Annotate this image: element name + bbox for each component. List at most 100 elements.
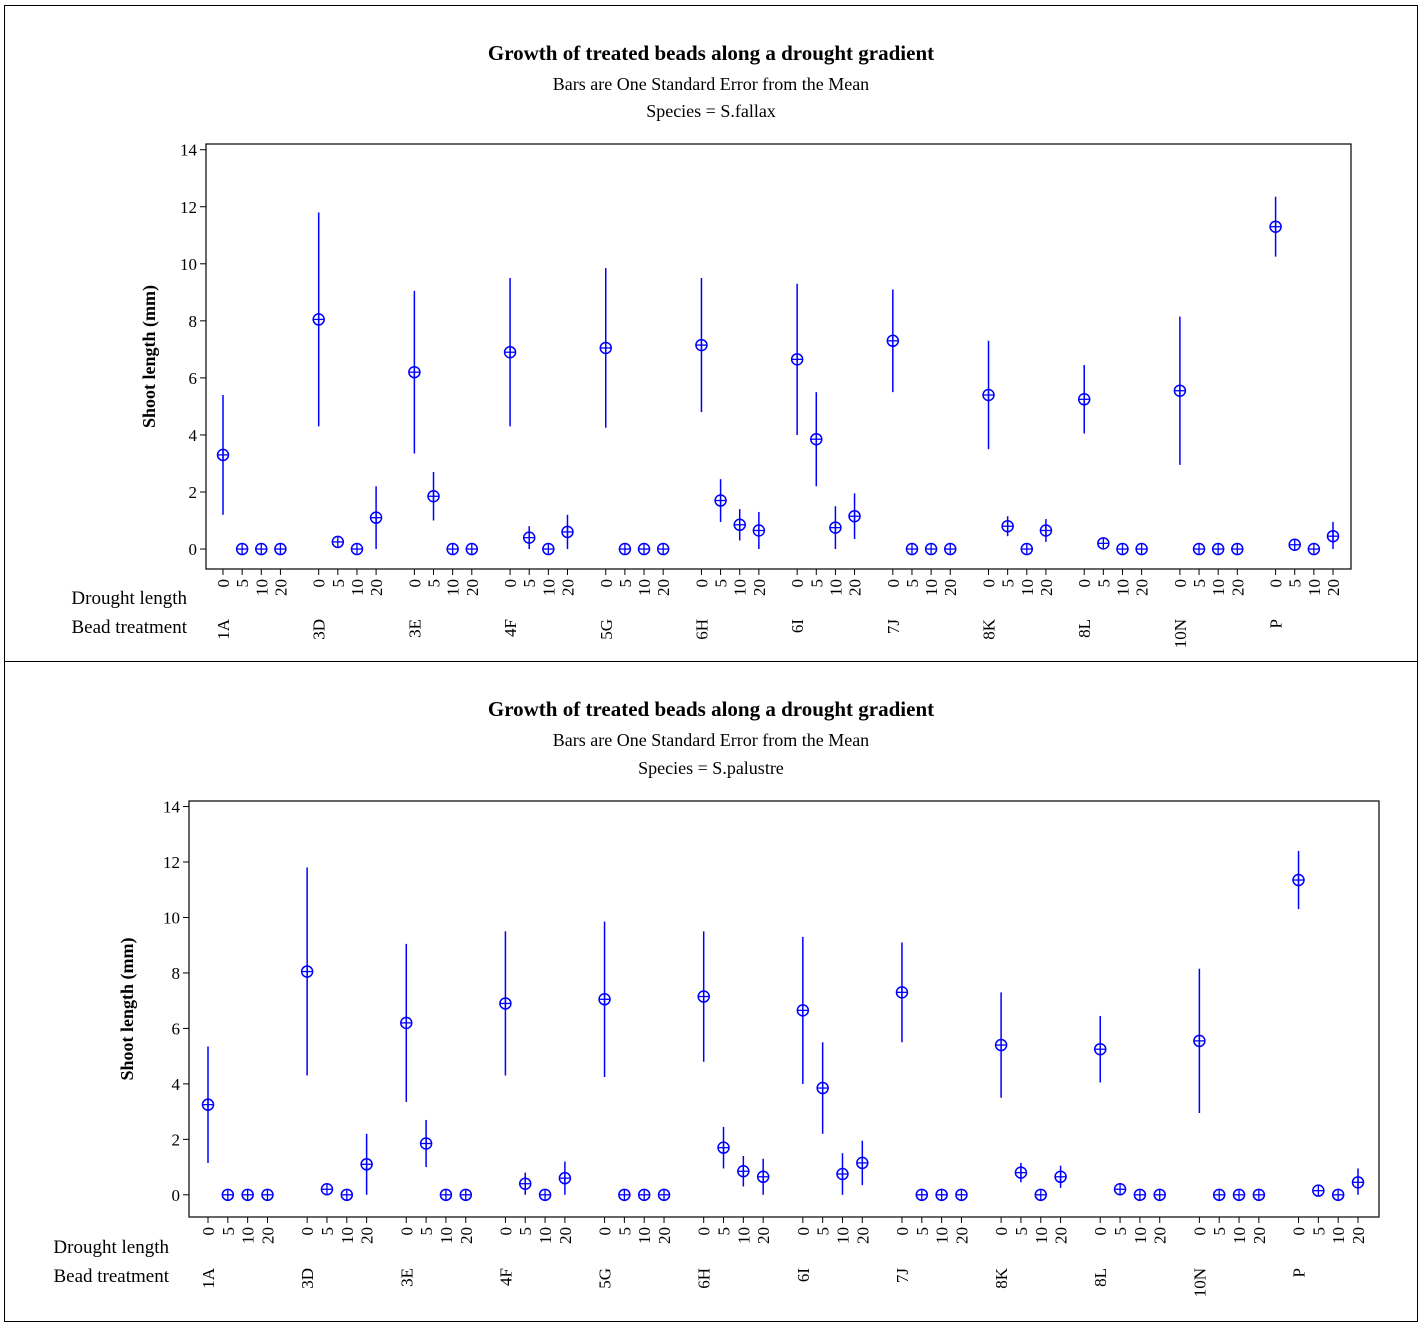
- data-point-1A-0: [218, 449, 229, 460]
- x-tick-label-drought: 20: [1052, 1227, 1071, 1244]
- data-point-3D-10: [341, 1189, 352, 1200]
- data-point-6I-0: [797, 1005, 808, 1016]
- data-point-1A-20: [262, 1189, 273, 1200]
- data-point-4F-10: [543, 544, 554, 555]
- data-point-P-0: [1270, 221, 1281, 232]
- x-tick-label-treatment: 4F: [496, 1268, 515, 1286]
- x-tick-label-drought: 0: [1171, 579, 1190, 588]
- data-point-1A-5: [222, 1189, 233, 1200]
- data-point-1A-10: [242, 1189, 253, 1200]
- x-tick-label-drought: 5: [329, 579, 348, 588]
- data-point-7J-20: [956, 1189, 967, 1200]
- x-tick-label-drought: 5: [712, 579, 731, 588]
- x-tick-label-drought: 5: [1190, 579, 1209, 588]
- y-tick-label: 0: [172, 1186, 181, 1205]
- data-point-1A-5: [237, 544, 248, 555]
- data-point-8L-10: [1134, 1189, 1145, 1200]
- x-tick-label-drought: 0: [692, 579, 711, 588]
- chart-subtitle: Species = S.fallax: [646, 101, 776, 121]
- x-tick-label-drought: 10: [1305, 579, 1324, 596]
- x-tick-label-treatment: 10N: [1190, 1268, 1209, 1297]
- data-point-8K-0: [996, 1040, 1007, 1051]
- data-point-8K-0: [983, 390, 994, 401]
- x-tick-label-treatment: 7J: [893, 1268, 912, 1284]
- x-tick-label-treatment: 3E: [405, 619, 424, 638]
- data-point-5G-20: [658, 544, 669, 555]
- x-tick-label-treatment: 5G: [597, 619, 616, 640]
- x-tick-label-drought: 5: [1111, 1227, 1130, 1236]
- y-tick-label: 8: [172, 964, 181, 983]
- data-point-7J-10: [926, 544, 937, 555]
- x-tick-label-drought: 5: [814, 1227, 833, 1236]
- y-tick-label: 6: [172, 1019, 181, 1038]
- data-point-5G-20: [659, 1189, 670, 1200]
- x-tick-label-drought: 0: [596, 1227, 615, 1236]
- x-tick-label-drought: 10: [635, 579, 654, 596]
- y-tick-label: 10: [163, 908, 180, 927]
- data-point-6H-10: [738, 1166, 749, 1177]
- x-tick-label-treatment: 6I: [794, 1268, 813, 1283]
- data-point-3E-0: [409, 367, 420, 378]
- x-tick-label-drought: 10: [348, 579, 367, 596]
- x-tick-label-drought: 5: [615, 1227, 634, 1236]
- chart-subtitle: Bars are One Standard Error from the Mea…: [553, 74, 869, 94]
- data-point-3D-5: [332, 536, 343, 547]
- x-tick-label-drought: 10: [826, 579, 845, 596]
- x-tick-label-drought: 20: [941, 579, 960, 596]
- data-point-4F-5: [520, 1178, 531, 1189]
- data-point-P-10: [1308, 544, 1319, 555]
- data-point-10N-20: [1232, 544, 1243, 555]
- x-tick-label-treatment: P: [1267, 619, 1286, 628]
- data-point-5G-0: [600, 342, 611, 353]
- x-tick-label-drought: 0: [1267, 579, 1286, 588]
- data-point-10N-5: [1214, 1189, 1225, 1200]
- data-point-8L-5: [1115, 1184, 1126, 1195]
- y-tick-label: 4: [172, 1075, 181, 1094]
- x-tick-label-drought: 10: [922, 579, 941, 596]
- x-tick-label-drought: 10: [444, 579, 463, 596]
- x-tick-label-treatment: 6I: [788, 619, 807, 634]
- data-point-P-20: [1328, 531, 1339, 542]
- data-point-6I-20: [857, 1157, 868, 1168]
- x-tick-label-drought: 10: [1209, 579, 1228, 596]
- data-point-3D-0: [302, 966, 313, 977]
- data-point-7J-5: [916, 1189, 927, 1200]
- chart-svg-palustre: Growth of treated beads along a drought …: [5, 662, 1417, 1321]
- x-tick-label-treatment: 3D: [310, 619, 329, 640]
- x-tick-label-drought: 10: [933, 1227, 952, 1244]
- x-tick-label-treatment: 3E: [397, 1268, 416, 1287]
- data-point-P-20: [1353, 1177, 1364, 1188]
- chart-subtitle: Bars are One Standard Error from the Mea…: [553, 730, 869, 750]
- x-tick-label-treatment: 1A: [214, 618, 233, 640]
- x-tick-label-drought: 10: [239, 1227, 258, 1244]
- x-row-label-treatment: Bead treatment: [71, 617, 187, 638]
- x-tick-label-drought: 20: [271, 579, 290, 596]
- x-row-label-drought: Drought length: [53, 1237, 169, 1258]
- chart-subtitle: Species = S.palustre: [638, 758, 784, 778]
- y-axis-label: Shoot length (mm): [139, 285, 160, 428]
- x-tick-label-drought: 10: [1329, 1227, 1348, 1244]
- x-tick-label-treatment: 3D: [298, 1268, 317, 1289]
- data-point-6I-0: [792, 354, 803, 365]
- data-point-3D-20: [371, 512, 382, 523]
- data-point-3E-20: [466, 544, 477, 555]
- data-point-4F-0: [500, 998, 511, 1009]
- x-tick-label-drought: 0: [788, 579, 807, 588]
- x-tick-label-drought: 10: [1113, 579, 1132, 596]
- data-point-6H-20: [753, 525, 764, 536]
- x-tick-label-drought: 10: [1230, 1227, 1249, 1244]
- data-point-3D-5: [321, 1184, 332, 1195]
- y-tick-label: 12: [180, 198, 197, 217]
- x-tick-label-drought: 5: [1012, 1227, 1031, 1236]
- data-point-6I-5: [811, 434, 822, 445]
- x-tick-label-drought: 5: [425, 579, 444, 588]
- data-point-3E-0: [401, 1017, 412, 1028]
- x-tick-label-drought: 0: [1075, 579, 1094, 588]
- x-tick-label-drought: 5: [318, 1227, 337, 1236]
- x-tick-label-drought: 20: [558, 579, 577, 596]
- x-tick-label-drought: 0: [893, 1227, 912, 1236]
- x-tick-label-treatment: 8K: [992, 1267, 1011, 1289]
- x-tick-label-drought: 10: [734, 1227, 753, 1244]
- x-tick-label-drought: 10: [252, 579, 271, 596]
- x-tick-label-drought: 20: [1228, 579, 1247, 596]
